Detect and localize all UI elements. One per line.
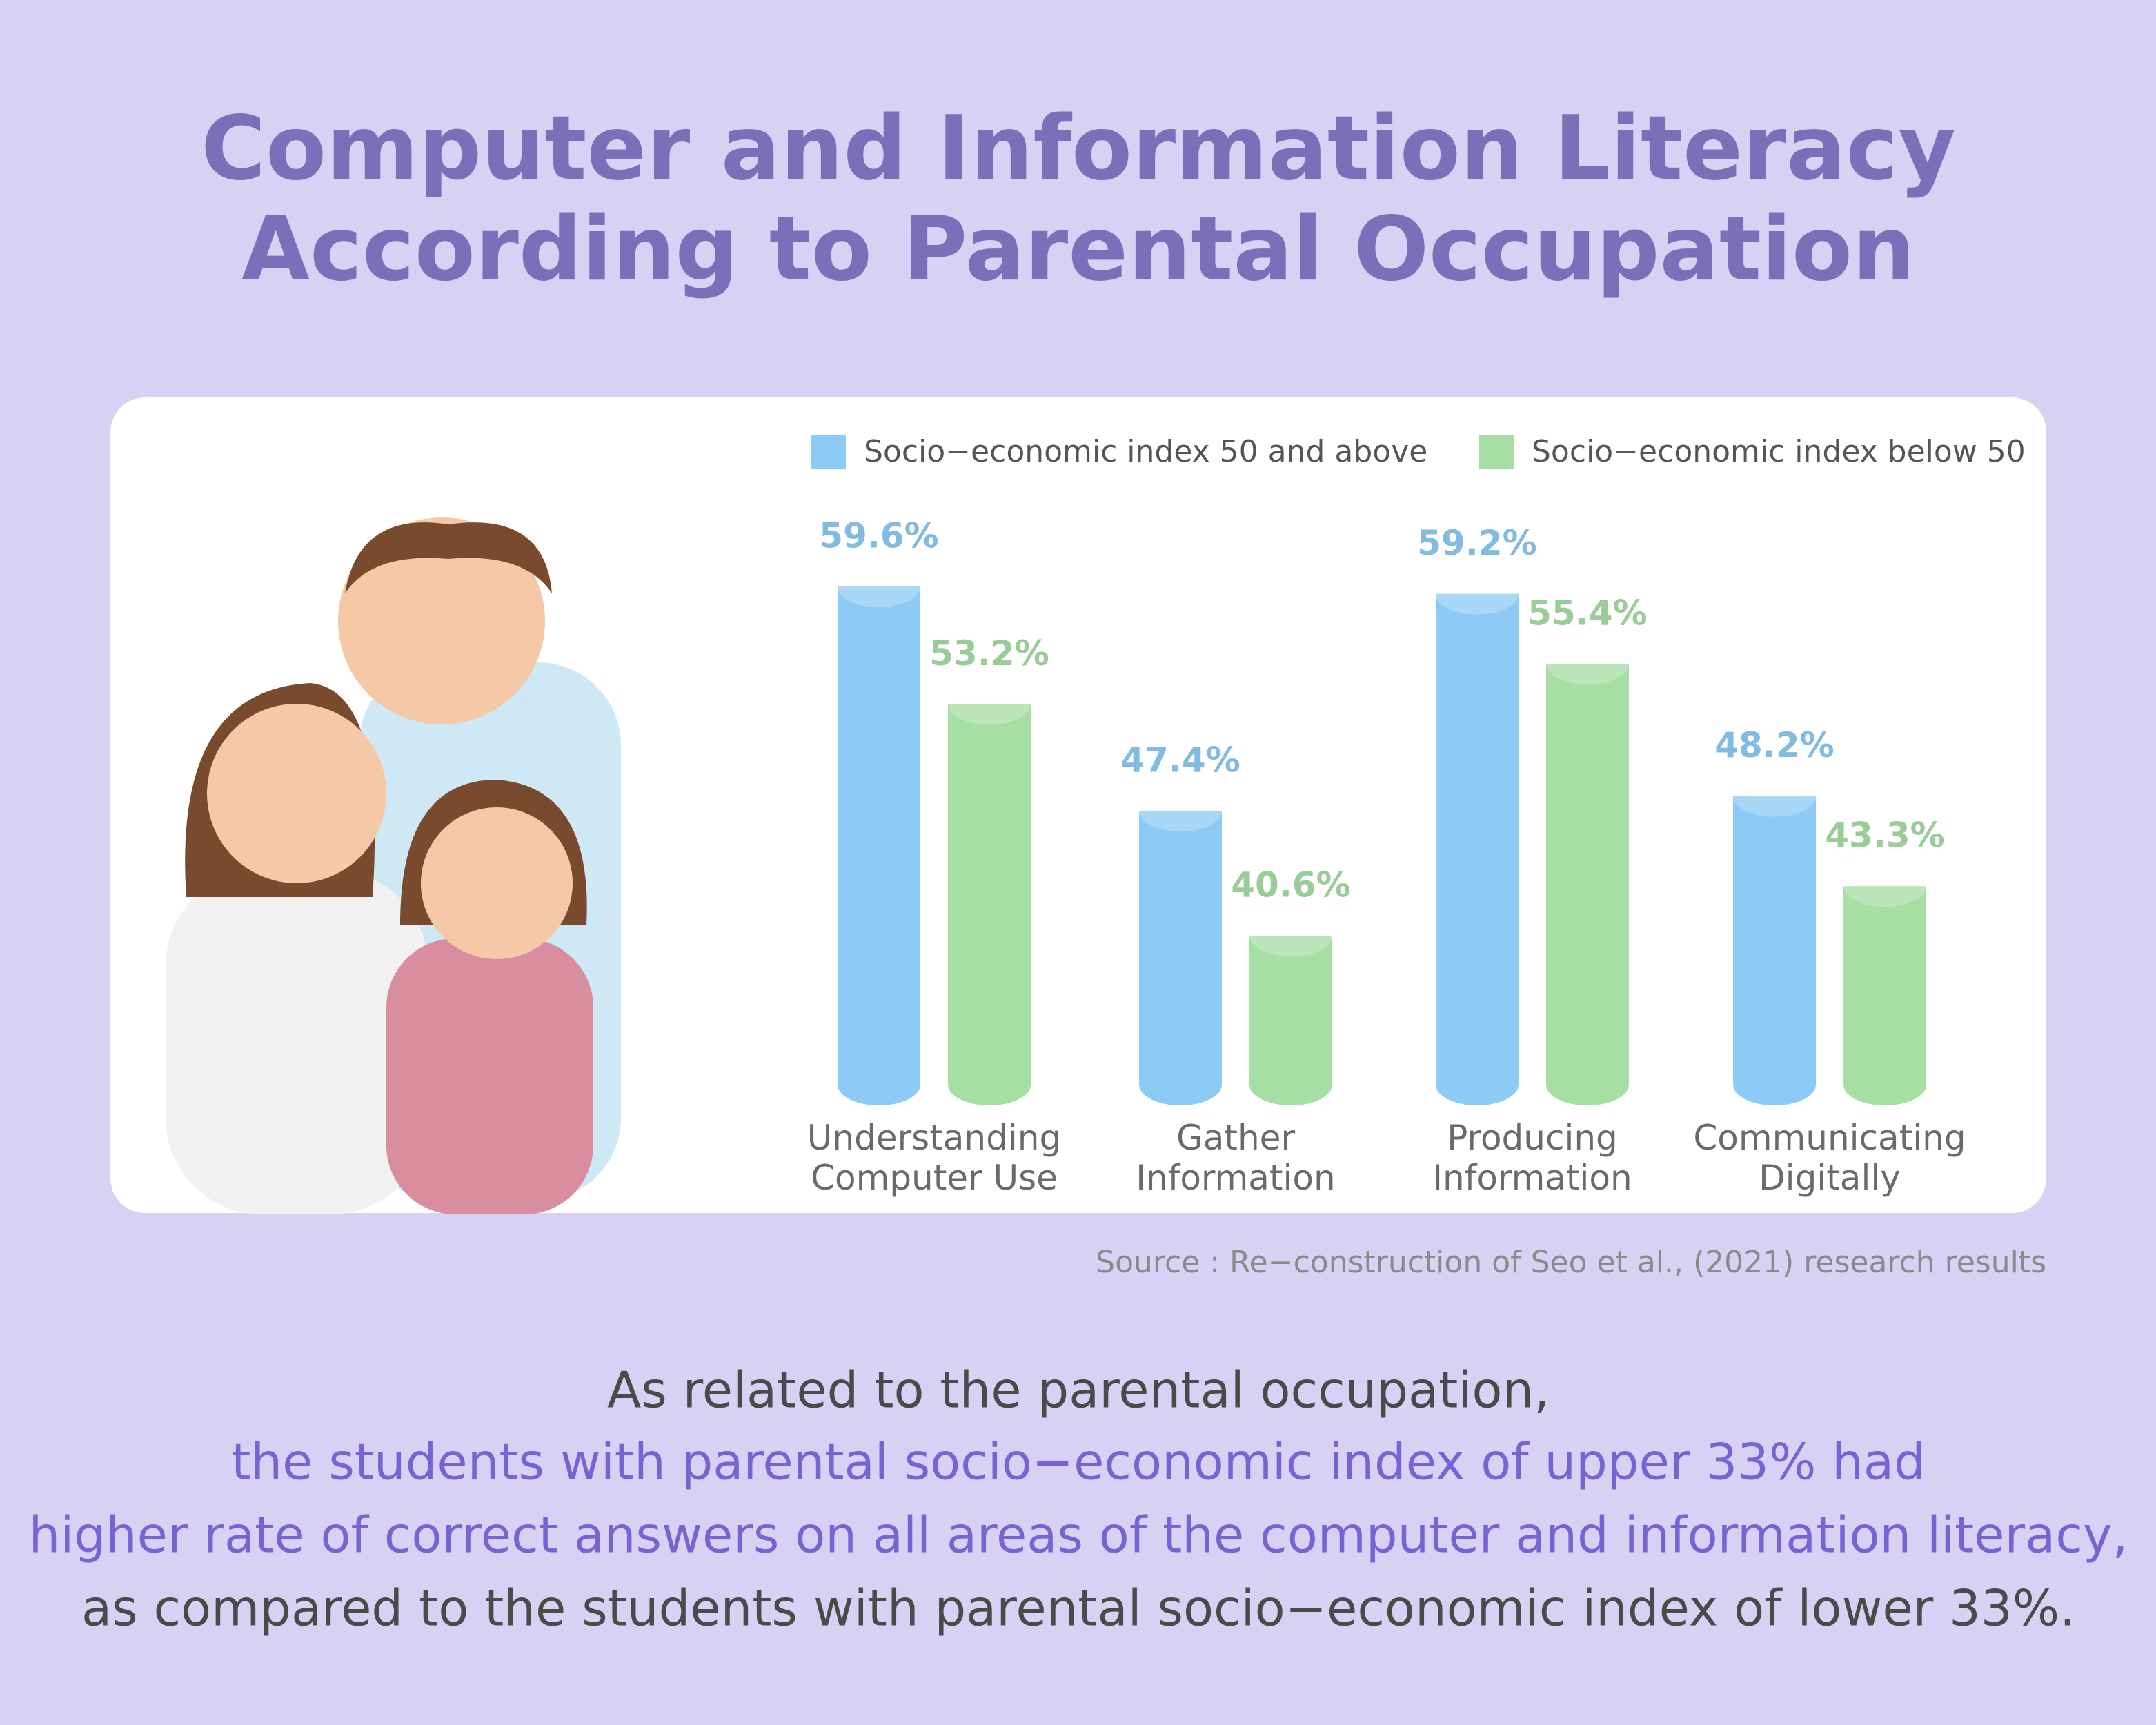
bar (1546, 663, 1629, 1105)
value-label: 55.4% (1527, 593, 1647, 633)
value-label: 47.4% (1120, 740, 1240, 780)
legend-label: Socio−economic index 50 and above (864, 434, 1427, 469)
bar-cap (948, 683, 1031, 725)
bar-cap (1733, 775, 1816, 817)
bar-cap (1139, 789, 1222, 831)
bar (1436, 593, 1519, 1105)
bar (948, 704, 1031, 1105)
body-line: higher rate of correct answers on all ar… (29, 1506, 2128, 1564)
bar (838, 586, 920, 1105)
bar (1843, 886, 1926, 1105)
x-tick-label-line: Information (1136, 1158, 1335, 1198)
body-line: As related to the parental occupation, (607, 1361, 1550, 1419)
x-tick-label-line: Producing (1447, 1118, 1618, 1158)
bar (1249, 936, 1332, 1105)
x-tick-label: Producing Information (1432, 1118, 1632, 1198)
x-tick-label: Gather Information (1136, 1118, 1335, 1198)
family-illustration (166, 518, 621, 1214)
x-tick-label-line: Understanding (807, 1118, 1061, 1158)
value-label: 59.6% (819, 516, 938, 556)
value-label: 43.3% (1825, 816, 1944, 856)
body-line: the students with parental socio−economi… (231, 1433, 1925, 1491)
bar (1733, 796, 1816, 1105)
legend: Socio−economic index 50 and above Socio−e… (811, 434, 2026, 469)
bar-cap (1249, 915, 1332, 956)
title-line: According to Parental Occupation (241, 198, 1915, 301)
value-label: 48.2% (1714, 725, 1834, 765)
x-tick-label-line: Gather (1176, 1118, 1295, 1158)
bar-cap (1436, 573, 1519, 615)
title-line: Computer and Information Literacy (201, 97, 1956, 200)
x-tick-label-line: Information (1432, 1158, 1632, 1198)
x-tick-label-line: Computer Use (811, 1158, 1058, 1198)
x-tick-label-line: Communicating (1693, 1118, 1966, 1158)
body-line: as compared to the students with parenta… (81, 1579, 2075, 1637)
value-label: 59.2% (1417, 523, 1536, 563)
x-tick-label: Understanding Computer Use (807, 1118, 1061, 1198)
plot: 59.6% 53.2% Understanding Computer Use 47.4%… (807, 516, 1966, 1198)
bar (1139, 810, 1222, 1105)
x-tick-label-line: Digitally (1759, 1158, 1901, 1198)
bar-cap (838, 566, 920, 607)
value-label: 53.2% (929, 633, 1049, 673)
x-tick-label: Communicating Digitally (1693, 1118, 1966, 1198)
legend-swatch (811, 435, 846, 469)
legend-label: Socio−economic index below 50 (1532, 434, 2026, 469)
source: Source : Re−construction of Seo et al., … (1096, 1245, 2046, 1280)
legend-swatch (1479, 435, 1514, 469)
bar-cap (1546, 642, 1629, 684)
value-label: 40.6% (1231, 865, 1350, 905)
bar-cap (1843, 865, 1926, 907)
